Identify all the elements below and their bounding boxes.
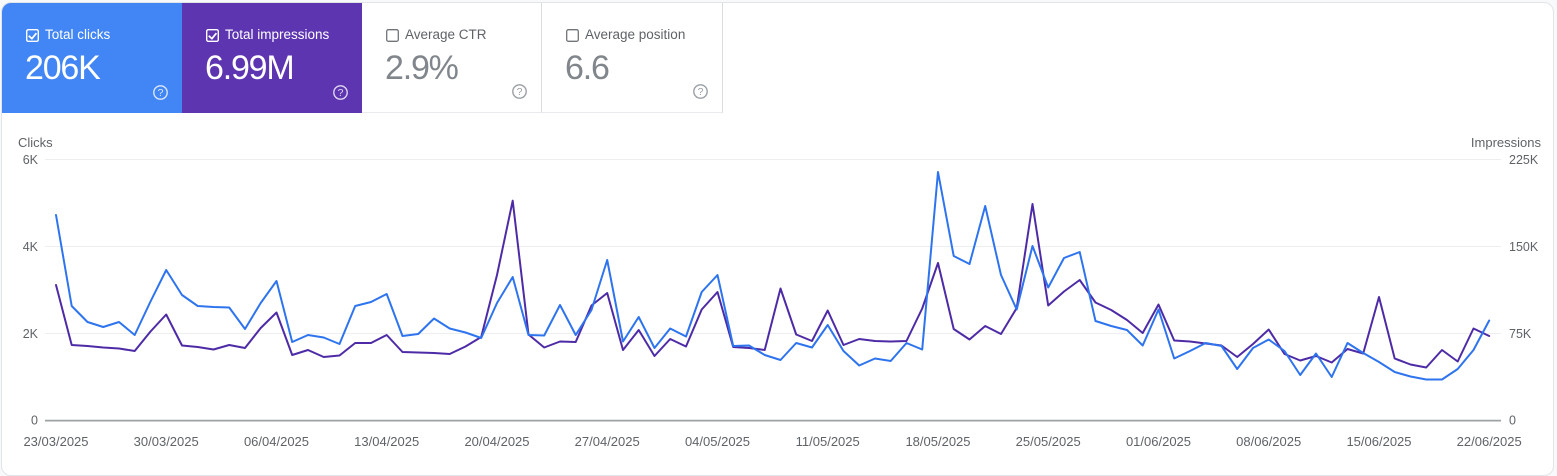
svg-text:01/06/2025: 01/06/2025 — [1126, 434, 1191, 449]
svg-text:Impressions: Impressions — [1471, 135, 1542, 150]
svg-text:Clicks: Clicks — [18, 135, 53, 150]
svg-text:27/04/2025: 27/04/2025 — [575, 434, 640, 449]
svg-text:20/04/2025: 20/04/2025 — [464, 434, 529, 449]
svg-text:18/05/2025: 18/05/2025 — [905, 434, 970, 449]
svg-text:30/03/2025: 30/03/2025 — [134, 434, 199, 449]
svg-text:?: ? — [338, 87, 344, 99]
svg-text:0: 0 — [31, 414, 38, 428]
svg-text:4K: 4K — [23, 240, 39, 254]
svg-text:150K: 150K — [1509, 240, 1539, 254]
svg-text:08/06/2025: 08/06/2025 — [1236, 434, 1301, 449]
svg-text:15/06/2025: 15/06/2025 — [1346, 434, 1411, 449]
svg-text:?: ? — [698, 86, 704, 98]
svg-text:225K: 225K — [1509, 153, 1539, 167]
svg-text:11/05/2025: 11/05/2025 — [796, 434, 860, 449]
svg-text:04/05/2025: 04/05/2025 — [685, 434, 750, 449]
svg-text:13/04/2025: 13/04/2025 — [354, 434, 419, 449]
svg-text:0: 0 — [1509, 414, 1516, 428]
svg-text:22/06/2025: 22/06/2025 — [1457, 434, 1522, 449]
svg-text:23/03/2025: 23/03/2025 — [23, 434, 88, 449]
svg-text:?: ? — [517, 86, 523, 98]
svg-text:?: ? — [158, 87, 164, 99]
svg-text:06/04/2025: 06/04/2025 — [244, 434, 309, 449]
svg-text:2K: 2K — [23, 327, 39, 341]
svg-text:25/05/2025: 25/05/2025 — [1016, 434, 1081, 449]
svg-text:6K: 6K — [23, 153, 39, 167]
svg-text:75K: 75K — [1509, 327, 1532, 341]
